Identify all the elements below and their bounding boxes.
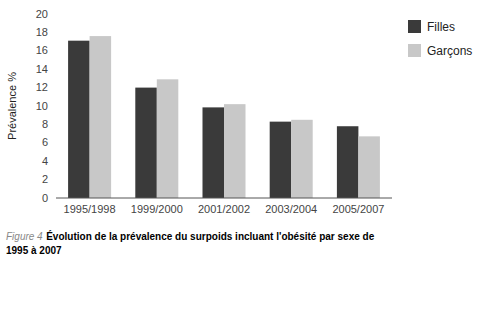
bar [291,120,313,198]
y-axis: 0 2 4 6 8 10 12 14 16 18 20 [36,8,48,204]
y-tick-label: 12 [36,81,48,93]
x-tick-label: 1995/1998 [64,203,116,215]
x-tick-label: 2005/2007 [332,203,384,215]
y-tick-label: 18 [36,26,48,38]
legend-label: Garçons [427,44,472,58]
legend-swatch [408,44,421,57]
legend: Filles Garçons [408,20,472,58]
y-tick-label: 8 [42,118,48,130]
bars [68,36,380,198]
bar [202,107,224,198]
x-tick-label: 1999/2000 [131,203,183,215]
chart: 02468101214161820Prévalence %1995/199819… [0,0,500,309]
x-axis: 1995/1998 1999/2000 2001/2002 2003/2004 2005… [56,198,392,215]
bar [270,122,292,198]
y-axis-label: Prévalence % [6,72,18,140]
caption-text: Évolution de la prévalence du surpoids i… [6,230,375,256]
bar [68,41,90,198]
bar [337,126,359,198]
y-tick-label: 2 [42,173,48,185]
bar [358,136,380,198]
bar [135,88,157,198]
x-tick-label: 2001/2002 [198,203,250,215]
legend-label: Filles [427,20,455,34]
y-tick-label: 0 [42,192,48,204]
bar [224,104,246,198]
y-tick-label: 16 [36,44,48,56]
x-axis-line [56,198,392,199]
bar [90,36,112,198]
y-tick-label: 6 [42,136,48,148]
y-tick-label: 14 [36,63,48,75]
bar [157,79,179,198]
y-tick-label: 20 [36,8,48,20]
y-tick-label: 4 [42,155,48,167]
caption: Figure 4Évolution de la prévalence du su… [6,230,375,256]
legend-swatch [408,20,421,33]
x-tick-label: 2003/2004 [265,203,317,215]
y-tick-label: 10 [36,100,48,112]
caption-label: Figure 4 [6,231,43,242]
